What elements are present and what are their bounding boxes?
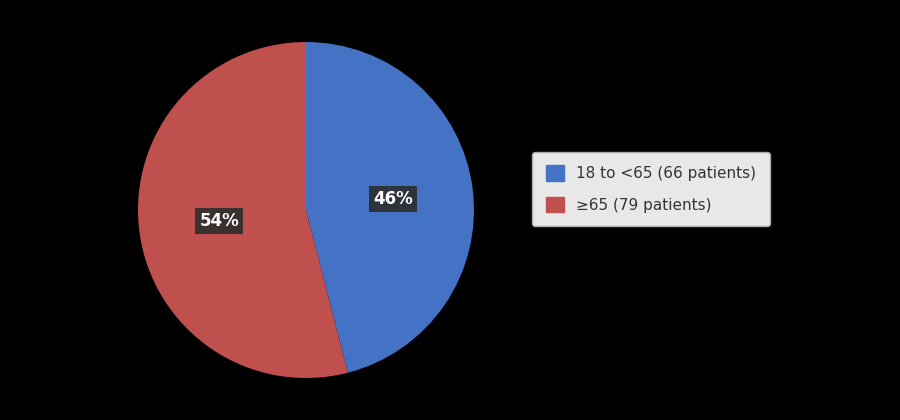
Legend: 18 to <65 (66 patients), ≥65 (79 patients): 18 to <65 (66 patients), ≥65 (79 patient… bbox=[532, 152, 770, 226]
Text: 46%: 46% bbox=[373, 190, 412, 208]
Wedge shape bbox=[306, 42, 474, 373]
Text: 54%: 54% bbox=[200, 212, 239, 230]
Wedge shape bbox=[138, 42, 347, 378]
